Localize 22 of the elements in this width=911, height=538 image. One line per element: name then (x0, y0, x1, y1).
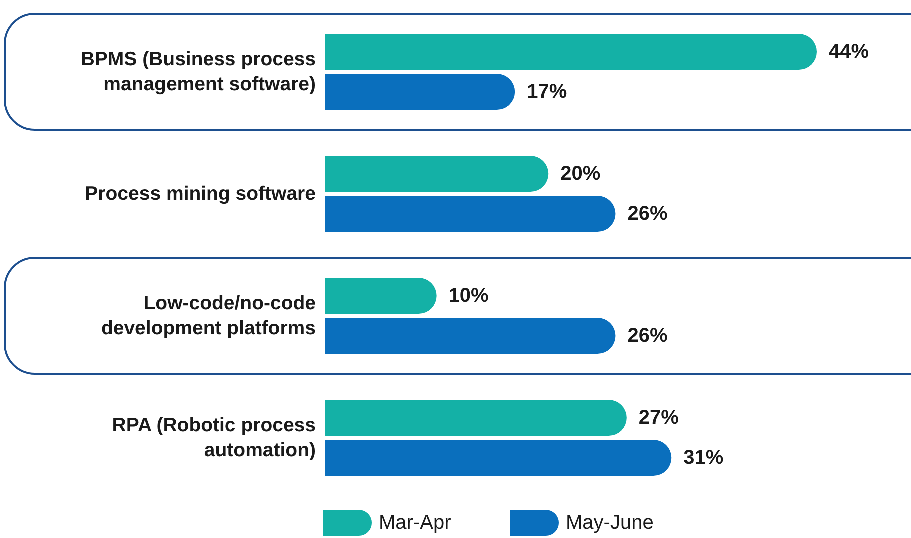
bar (325, 34, 817, 70)
data-label: 10% (448, 285, 490, 307)
legend-label: Mar-Apr (379, 512, 452, 534)
data-label: 26% (628, 203, 668, 225)
data-label: 17% (527, 81, 568, 103)
y-tick-label: RPA (Robotic process automation) (112, 414, 316, 462)
bar (325, 196, 616, 232)
legend-label: May-June (566, 512, 654, 534)
bar (325, 440, 672, 476)
y-tick-label: Low-code/no-code development platforms (101, 292, 316, 340)
data-label: 27% (638, 407, 680, 429)
bar (325, 156, 549, 192)
bar (325, 400, 627, 436)
data-label: 44% (829, 41, 870, 63)
bar (325, 74, 516, 110)
data-label: 26% (628, 325, 668, 347)
y-tick-label: Process mining software (85, 183, 316, 205)
bar (325, 278, 437, 314)
data-label: 31% (684, 447, 724, 469)
y-tick-label: BPMS (Business process management software) (80, 48, 316, 96)
data-label: 20% (560, 163, 601, 185)
bar (325, 318, 616, 354)
